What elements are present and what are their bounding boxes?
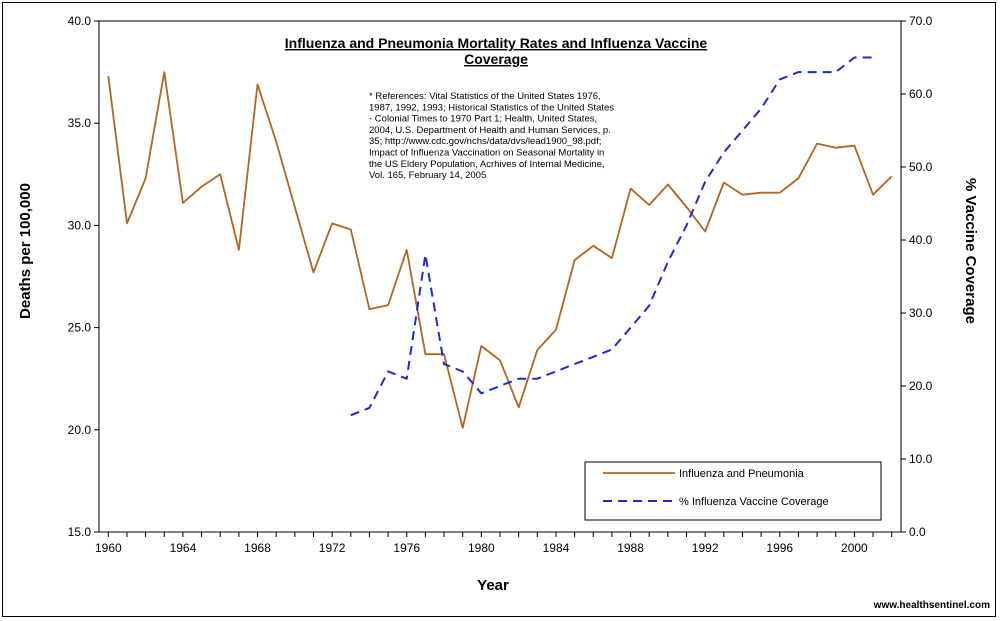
x-tick-label: 1964	[170, 541, 197, 555]
y2-tick-label: 10.0	[909, 452, 933, 466]
reference-line: Impact of Influenza Vaccination on Seaso…	[369, 148, 604, 159]
x-tick-label: 1988	[617, 541, 644, 555]
x-tick-label: 2000	[841, 541, 868, 555]
y2-tick-label: 20.0	[909, 379, 933, 393]
x-tick-label: 1984	[543, 541, 570, 555]
y2-tick-label: 30.0	[909, 306, 933, 320]
reference-line: * References: Vital Statistics of the Un…	[369, 91, 601, 102]
x-tick-label: 1960	[95, 541, 122, 555]
y-tick-label: 35.0	[68, 116, 92, 130]
y2-tick-label: 40.0	[909, 233, 933, 247]
legend-label-vaccine: % Influenza Vaccine Coverage	[679, 496, 829, 508]
x-tick-label: 1972	[319, 541, 346, 555]
reference-line: 35; http://www.cdc.gov/nchs/data/dvs/lea…	[369, 136, 601, 147]
chart-title-line-2: Coverage	[464, 51, 528, 67]
references-annotation: * References: Vital Statistics of the Un…	[369, 91, 614, 181]
x-tick-label: 1992	[692, 541, 719, 555]
x-tick-label: 1968	[244, 541, 271, 555]
x-tick-label: 1996	[766, 541, 793, 555]
credit-text: www.healthsentinel.com	[873, 600, 990, 611]
x-axis-title: Year	[477, 577, 509, 594]
reference-line: - Colonial Times to 1970 Part 1; Health,…	[369, 114, 597, 125]
reference-line: 1987, 1992, 1993; Historical Statistics …	[369, 102, 614, 113]
y-tick-label: 15.0	[68, 525, 92, 539]
y-tick-label: 25.0	[68, 321, 92, 335]
y-axis-ticks: 15.0 20.0 25.0 30.0 35.0 40.0	[68, 14, 99, 539]
reference-line: Vol. 165, February 14, 2005	[369, 170, 486, 181]
y-tick-label: 20.0	[68, 423, 92, 437]
x-tick-label: 1976	[393, 541, 420, 555]
legend: Influenza and Pneumonia % Influenza Vacc…	[584, 461, 882, 521]
x-tick-label: 1980	[468, 541, 495, 555]
y2-tick-label: 0.0	[909, 525, 926, 539]
chart-title-line-1: Influenza and Pneumonia Mortality Rates …	[285, 35, 708, 51]
series-line-mortality	[107, 71, 893, 429]
y2-axis-ticks: 0.0 10.0 20.0 30.0 40.0 50.0 60.0 70.0	[901, 14, 933, 539]
y-tick-label: 30.0	[68, 218, 92, 232]
series-layer	[107, 56, 893, 429]
legend-label-mortality: Influenza and Pneumonia	[679, 468, 805, 480]
y-axis-title: Deaths per 100,000	[17, 183, 34, 319]
y2-tick-label: 70.0	[909, 14, 933, 28]
y2-axis-title: % Vaccine Coverage	[962, 178, 979, 324]
y-tick-label: 40.0	[68, 14, 92, 28]
series-line-vaccine	[350, 56, 873, 417]
y2-tick-label: 50.0	[909, 160, 933, 174]
y2-tick-label: 60.0	[909, 87, 933, 101]
reference-line: 2004, U.S. Department of Health and Huma…	[369, 125, 611, 136]
x-axis-ticks: 1960 1964 1968 1972 1976 1980 1984 1988 1992 1996…	[95, 532, 893, 555]
legend-box	[584, 461, 882, 521]
reference-line: the US Eldery Population, Acrhives of In…	[369, 159, 605, 170]
mortality-vaccine-chart: 15.0 20.0 25.0 30.0 35.0 40.0 0.0 10.0 20.0 30.0…	[17, 14, 990, 611]
